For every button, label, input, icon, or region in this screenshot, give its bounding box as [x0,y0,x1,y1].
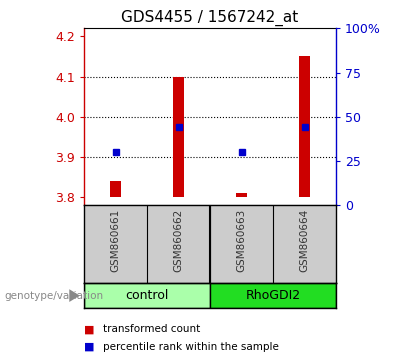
Text: GSM860661: GSM860661 [110,209,121,273]
Text: GSM860664: GSM860664 [299,209,310,273]
Text: control: control [125,289,169,302]
Bar [236,193,247,197]
Title: GDS4455 / 1567242_at: GDS4455 / 1567242_at [121,9,299,25]
Text: genotype/variation: genotype/variation [4,291,103,301]
Text: GSM860663: GSM860663 [236,209,247,273]
Text: transformed count: transformed count [103,324,200,334]
Text: RhoGDI2: RhoGDI2 [245,289,301,302]
Text: GSM860662: GSM860662 [173,209,184,273]
Text: ■: ■ [84,342,94,352]
Bar [210,283,336,308]
Bar [110,181,121,197]
Bar [84,283,210,308]
Bar [173,76,184,197]
Text: percentile rank within the sample: percentile rank within the sample [103,342,279,352]
Bar [299,57,310,197]
Text: ■: ■ [84,324,94,334]
